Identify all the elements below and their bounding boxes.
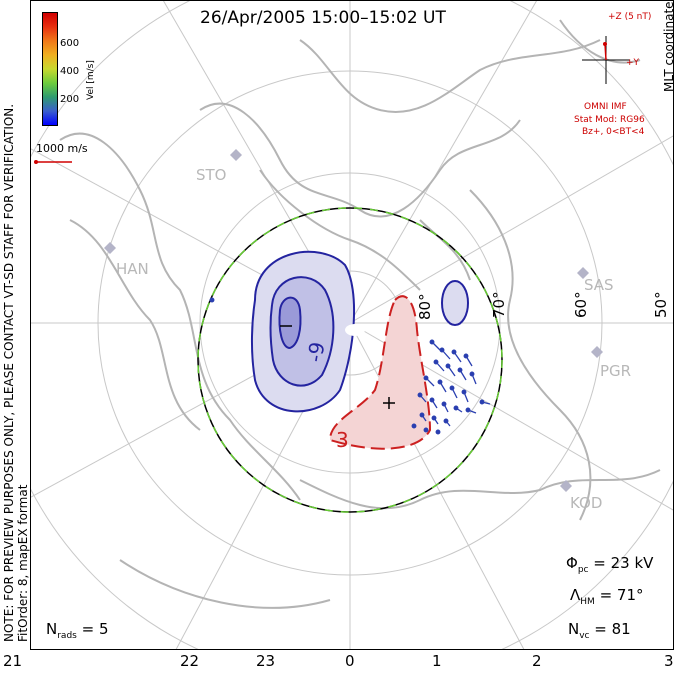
- phi-symbol: Φ: [566, 554, 578, 572]
- contour-label-negative: -9: [302, 340, 330, 364]
- station-sto: STO: [196, 166, 227, 184]
- fit-order-line: FitOrder: 8, mapEX format: [16, 484, 30, 642]
- map-title: 26/Apr/2005 15:00–15:02 UT: [200, 8, 446, 28]
- mlt-tick-0: 0: [345, 652, 355, 670]
- phi-value: = 23 kV: [593, 554, 654, 572]
- preview-note-line1: NOTE: FOR PREVIEW PURPOSES ONLY, PLEASE …: [2, 103, 16, 642]
- colorbar-label: Vel [m/s]: [86, 60, 96, 100]
- station-sas: SAS: [584, 276, 614, 294]
- preview-note: NOTE: FOR PREVIEW PURPOSES ONLY, PLEASE …: [2, 104, 30, 642]
- coordinate-system-label: MLT coordinates: [662, 0, 676, 92]
- dawn-convection-cell: [328, 295, 432, 450]
- mlt-tick-21: 21: [3, 652, 23, 670]
- lambda-symbol: Λ: [570, 586, 581, 604]
- latitude-label-80: 80°: [416, 293, 434, 320]
- station-han: HAN: [116, 260, 149, 278]
- potential-max-marker: [383, 397, 395, 409]
- imf-model: Stat Mod: RG96: [574, 115, 645, 125]
- nrads-symbol: N: [46, 620, 58, 638]
- imf-source: OMNI IMF: [584, 102, 627, 112]
- nrads-value: = 5: [81, 620, 109, 638]
- mlt-tick-22: 22: [180, 652, 200, 670]
- colorbar-tick-400: 400: [60, 66, 80, 77]
- latitude-label-70: 70°: [490, 291, 508, 318]
- cross-polar-potential: Φpc = 23 kV: [566, 554, 653, 575]
- vector-scale-label: 1000 m/s: [36, 142, 88, 155]
- imf-by-label: +Y: [626, 58, 640, 68]
- mlt-tick-2: 2: [532, 652, 542, 670]
- contour-label-positive: 3: [336, 428, 349, 452]
- nvc-symbol: N: [568, 620, 580, 638]
- velocity-vectors: [209, 297, 491, 435]
- lambda-subscript: HM: [580, 597, 595, 607]
- station-markers: [104, 149, 603, 492]
- small-cell: [441, 280, 469, 326]
- nrads-subscript: rads: [57, 631, 77, 641]
- colorbar-tick-200: 200: [60, 94, 80, 105]
- station-pgr: PGR: [600, 362, 632, 380]
- nvc-subscript: vc: [579, 631, 590, 641]
- station-kod: KOD: [570, 494, 603, 512]
- latitude-label-60: 60°: [572, 291, 590, 318]
- lambda-value: = 71°: [599, 586, 644, 604]
- nvc-value: = 81: [594, 620, 631, 638]
- dusk-convection-cell: [250, 250, 356, 413]
- phi-subscript: pc: [577, 565, 589, 575]
- colorbar-tick-600: 600: [60, 38, 80, 49]
- mlt-tick-1: 1: [432, 652, 442, 670]
- velocity-colorbar: [42, 12, 58, 126]
- mlt-tick-3: 3: [664, 652, 674, 670]
- hmb-latitude: ΛHM = 71°: [570, 586, 644, 607]
- latitude-label-50: 50°: [652, 291, 670, 318]
- mlt-tick-23: 23: [256, 652, 276, 670]
- radar-count: Nrads = 5: [46, 620, 109, 641]
- imf-bz-label: +Z (5 nT): [608, 12, 652, 22]
- coastlines: [59, 19, 661, 609]
- vector-count: Nvc = 81: [568, 620, 631, 641]
- map-frame: [30, 0, 674, 650]
- imf-condition: Bz+, 0<BT<4: [582, 127, 645, 137]
